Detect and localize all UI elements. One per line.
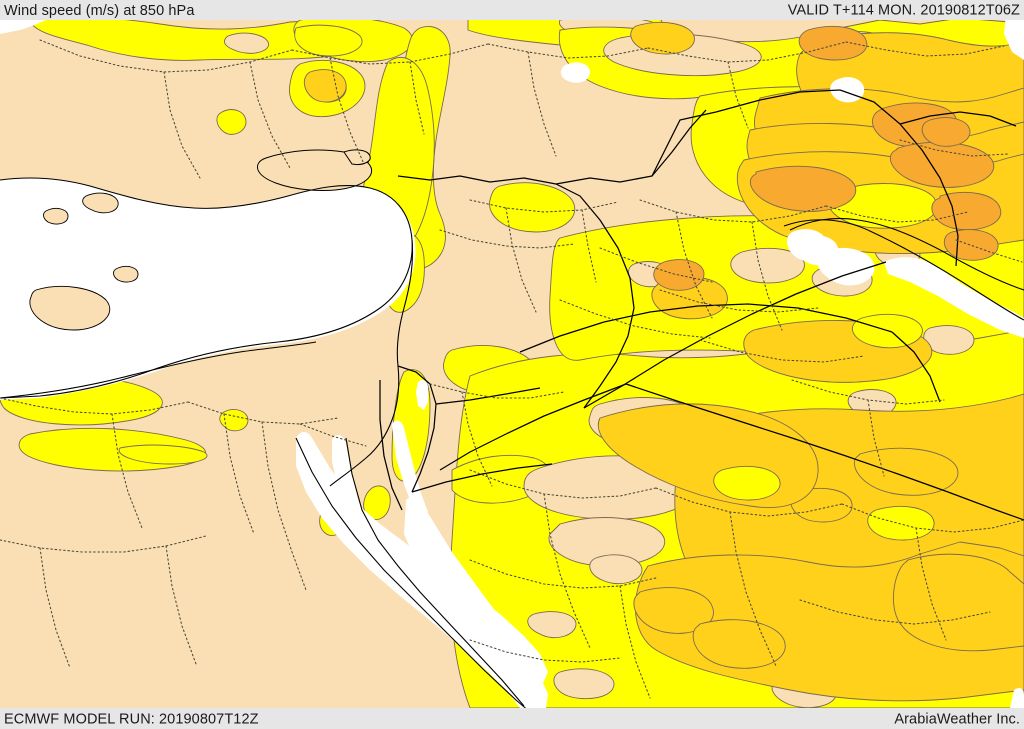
subnational-borders xyxy=(0,39,1024,699)
contour-holes-yellow xyxy=(713,183,938,541)
page-title: Wind speed (m/s) at 850 hPa xyxy=(4,2,195,19)
footer-bar: ECMWF MODEL RUN: 20190807T12Z ArabiaWeat… xyxy=(0,708,1024,729)
provider-label: ArabiaWeather Inc. xyxy=(894,710,1020,727)
model-run-label: ECMWF MODEL RUN: 20190807T12Z xyxy=(4,710,259,727)
coastlines xyxy=(0,177,1024,713)
contour-band-orange xyxy=(653,25,1002,291)
header-bar: Wind speed (m/s) at 850 hPa VALID T+114 … xyxy=(0,0,1024,20)
national-borders xyxy=(379,89,1024,521)
valid-time-label: VALID T+114 MON. 20190812T06Z xyxy=(787,2,1020,19)
water-bodies xyxy=(29,149,372,331)
